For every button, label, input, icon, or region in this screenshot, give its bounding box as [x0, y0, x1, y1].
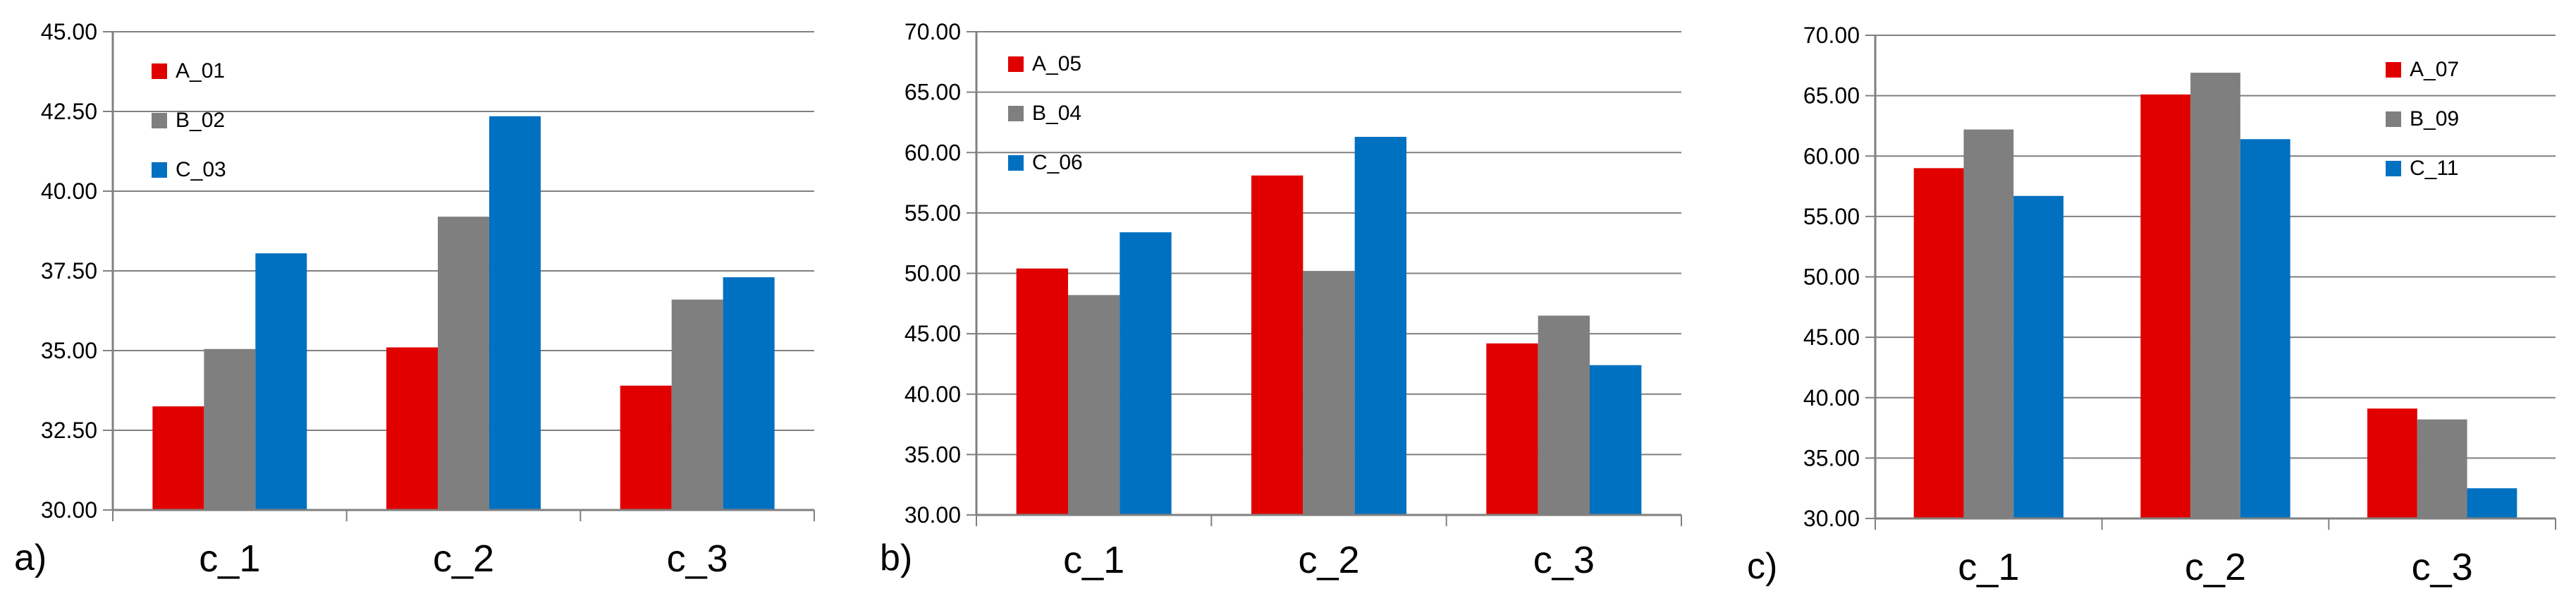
bar-A_07-c_1	[1913, 168, 1964, 518]
bar-A_01-c_2	[386, 347, 438, 510]
legend-label: C_06	[1032, 151, 1083, 174]
bar-C_03-c_1	[255, 253, 307, 510]
y-tick-label: 70.00	[904, 19, 961, 44]
bar-C_11-c_2	[2240, 139, 2290, 518]
y-tick-label: 42.50	[41, 99, 97, 124]
legend-swatch	[2386, 62, 2401, 78]
legend-swatch	[2386, 111, 2401, 127]
legend-label: A_01	[176, 59, 225, 83]
bar-B_09-c_3	[2417, 419, 2467, 518]
legend-swatch	[1008, 155, 1024, 171]
legend-swatch	[152, 113, 167, 128]
y-tick-label: 37.50	[41, 258, 97, 284]
legend-swatch	[152, 162, 167, 178]
bar-A_01-c_1	[152, 406, 204, 510]
y-tick-label: 30.00	[1803, 506, 1860, 531]
y-tick-label: 55.00	[904, 200, 961, 226]
x-tick-label: c_2	[1298, 539, 1359, 581]
chart-panel-b: 30.00 35.00 40.00 45.00 50.00 55.00 60.00 65.00…	[880, 19, 1682, 581]
bar-A_07-c_3	[2367, 408, 2417, 518]
x-tick-label: c_1	[199, 538, 260, 580]
legend-label: A_05	[1032, 52, 1081, 75]
legend-swatch	[2386, 161, 2401, 176]
panel-label: a)	[14, 538, 47, 578]
bar-B_04-c_1	[1068, 295, 1120, 515]
y-tick-label: 45.00	[1803, 324, 1860, 350]
bar-C_06-c_2	[1354, 136, 1406, 516]
bar-B_09-c_1	[1963, 129, 2014, 518]
panel-label: c)	[1747, 546, 1777, 587]
bar-A_05-c_2	[1251, 175, 1304, 515]
y-tick-label: 40.00	[41, 178, 97, 204]
bar-C_11-c_3	[2467, 488, 2517, 518]
bar-B_04-c_2	[1303, 271, 1355, 515]
y-tick-label: 60.00	[1803, 143, 1860, 169]
legend-label: C_03	[176, 158, 226, 181]
chart-panel-a: 30.00 32.50 35.00 37.50 40.00 42.50 45.00 c_1 c_…	[14, 19, 815, 580]
x-tick-label: c_2	[433, 538, 494, 580]
y-tick-label: 35.00	[41, 338, 97, 363]
y-tick-label: 30.00	[904, 502, 961, 528]
y-tick-label: 50.00	[904, 261, 961, 286]
x-tick-label: c_3	[2412, 546, 2473, 588]
x-tick-label: c_1	[1063, 539, 1124, 581]
bar-A_05-c_3	[1486, 343, 1538, 515]
bar-C_06-c_1	[1120, 232, 1172, 515]
legend-swatch	[1008, 56, 1024, 72]
legend-label: B_04	[1032, 102, 1081, 125]
y-tick-label: 45.00	[904, 321, 961, 346]
legend-swatch	[152, 63, 167, 79]
bar-A_01-c_3	[620, 385, 672, 510]
y-tick-label: 40.00	[904, 382, 961, 407]
bar-A_07-c_2	[2140, 94, 2191, 519]
legend-label: C_11	[2410, 157, 2459, 180]
legend-label: B_09	[2410, 107, 2459, 130]
bar-C_06-c_3	[1590, 365, 1642, 515]
legend-label: A_07	[2410, 58, 2459, 81]
y-tick-label: 50.00	[1803, 265, 1860, 290]
y-tick-label: 45.00	[41, 19, 97, 44]
y-tick-label: 30.00	[41, 497, 97, 523]
y-tick-label: 35.00	[904, 442, 961, 467]
bar-B_02-c_1	[204, 348, 256, 510]
x-tick-label: c_2	[2185, 546, 2246, 588]
bar-C_03-c_3	[723, 277, 775, 510]
bar-C_03-c_2	[489, 116, 541, 510]
y-tick-label: 35.00	[1803, 445, 1860, 471]
bar-B_02-c_3	[671, 299, 723, 510]
x-tick-label: c_1	[1958, 546, 2019, 588]
y-tick-label: 65.00	[904, 80, 961, 105]
x-tick-label: c_3	[667, 538, 728, 580]
y-tick-label: 70.00	[1803, 23, 1860, 48]
chart-panel-c: 30.00 35.00 40.00 45.00 50.00 55.00 60.00 65.00…	[1747, 23, 2556, 588]
bar-C_11-c_1	[2013, 195, 2063, 518]
bar-A_05-c_1	[1016, 268, 1068, 515]
legend-label: B_02	[176, 109, 225, 132]
x-tick-label: c_3	[1533, 539, 1595, 581]
bar-B_02-c_2	[438, 217, 489, 510]
y-tick-label: 60.00	[904, 140, 961, 165]
y-tick-label: 65.00	[1803, 83, 1860, 109]
bar-B_04-c_3	[1538, 315, 1590, 515]
legend-swatch	[1008, 106, 1024, 121]
y-tick-label: 55.00	[1803, 204, 1860, 229]
panel-label: b)	[880, 538, 912, 578]
y-tick-label: 40.00	[1803, 385, 1860, 411]
bar-B_09-c_2	[2190, 73, 2240, 518]
y-tick-label: 32.50	[41, 418, 97, 443]
